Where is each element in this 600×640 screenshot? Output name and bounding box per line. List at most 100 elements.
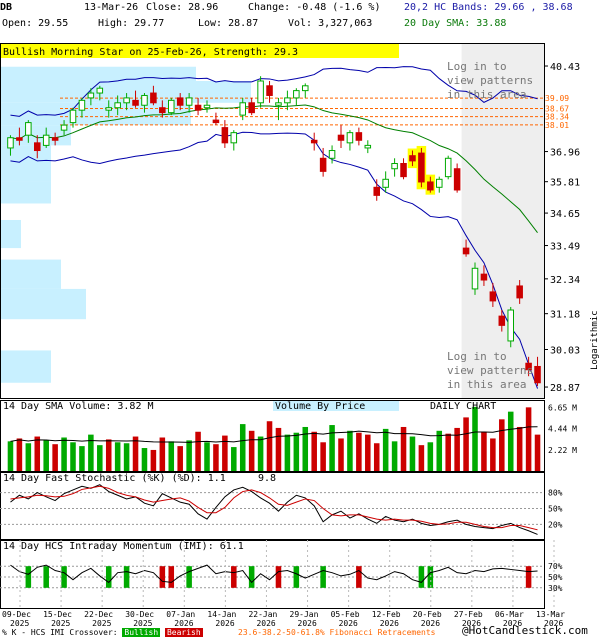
- symbol: DB: [0, 2, 13, 13]
- candle-body: [105, 107, 113, 111]
- x-tick-year: 2026: [380, 619, 399, 628]
- candle-body: [212, 119, 220, 124]
- volume-bar: [150, 449, 157, 471]
- low-value: Low: 28.87: [198, 18, 259, 29]
- imi-signal-bar: [248, 566, 255, 588]
- x-tick-year: 2025: [51, 619, 70, 628]
- volume-by-price-bar: [1, 288, 86, 320]
- candle-body: [471, 267, 479, 290]
- volume-bar: [222, 435, 228, 471]
- imi-signal-bar: [43, 566, 49, 588]
- volume-bar: [365, 434, 371, 471]
- volume-bar: [7, 441, 14, 471]
- x-tick-year: 2026: [215, 619, 234, 628]
- volume-bar: [257, 436, 264, 471]
- candle-body: [355, 132, 363, 141]
- change-value: Change: -0.48 (-1.6 %): [248, 2, 381, 13]
- candle-body: [248, 102, 255, 114]
- candle-body: [444, 157, 452, 178]
- volume-by-price-bar: [1, 219, 21, 249]
- candle-body: [176, 97, 184, 106]
- x-tick-year: 2026: [256, 619, 275, 628]
- volume-bar: [114, 442, 121, 471]
- watermark-text: view patterns: [447, 364, 533, 377]
- volume-bar: [311, 431, 317, 471]
- volume-bar: [132, 436, 139, 471]
- volume-bar: [43, 440, 49, 471]
- volume-bar: [239, 424, 246, 471]
- momentum-panel: [0, 564, 544, 589]
- volume-bar: [52, 444, 58, 471]
- x-tick-year: 2026: [462, 619, 481, 628]
- volume-bar: [105, 439, 112, 471]
- candle-body: [141, 94, 148, 106]
- candle-body: [284, 97, 291, 104]
- fib-label: 38.01: [545, 121, 569, 130]
- x-tick-date: 13-Mar: [536, 610, 565, 619]
- x-tick-year: 2025: [133, 619, 152, 628]
- stoch-tick-label: 80%: [548, 489, 563, 498]
- volume-bar: [499, 419, 505, 471]
- volume-bar: [454, 427, 460, 471]
- candle-body: [275, 102, 282, 106]
- date-axis: [19, 540, 555, 608]
- volume-by-price-bar: [1, 259, 61, 289]
- volume-bar: [302, 426, 309, 471]
- fib-label: 38.67: [545, 104, 569, 113]
- price-tick-label: 34.65: [550, 209, 580, 220]
- x-tick-date: 14-Jan: [207, 610, 236, 619]
- imi-signal-bar: [231, 566, 237, 588]
- volume-bar: [97, 445, 103, 471]
- volume-bar: [141, 448, 148, 471]
- volume-bar: [195, 431, 201, 471]
- upper-band: [10, 66, 538, 117]
- stoch-title: 14 Day Fast Stochastic (%K) (%D): 1.1: [3, 473, 226, 484]
- price-tick-label: 33.49: [550, 242, 580, 253]
- candle-body: [185, 97, 193, 106]
- candle-body: [150, 92, 157, 104]
- imi-signal-bar: [123, 566, 130, 588]
- hc-bands: 20,2 HC Bands: 29.66 , 38.68: [404, 2, 573, 13]
- panel-frame: [0, 400, 545, 472]
- volume-bar: [88, 434, 94, 471]
- volume-bar: [525, 407, 532, 471]
- close-value: Close: 28.96: [146, 2, 219, 13]
- sma-line: [10, 104, 538, 233]
- lower-band: [10, 131, 539, 389]
- imi-signal-bar: [356, 566, 362, 588]
- sma-value: 20 Day SMA: 33.88: [404, 18, 507, 29]
- volume-bar: [516, 426, 523, 471]
- candle-body: [391, 162, 398, 170]
- volume-by-price-bar: [1, 350, 51, 383]
- volume-bar: [186, 440, 192, 471]
- candle-body: [346, 132, 354, 144]
- brand-link[interactable]: @HotCandlestick.com: [462, 624, 588, 637]
- volume-tick-label: 2.22 M: [548, 446, 577, 455]
- x-tick-year: 2025: [92, 619, 111, 628]
- imi-signal-bar: [159, 566, 166, 588]
- candle-body: [194, 104, 202, 111]
- volume-bar: [284, 434, 291, 471]
- candle-body: [60, 124, 68, 131]
- volume-title: 14 Day SMA Volume: 3.82 M: [3, 401, 154, 412]
- price-tick-label: 30.03: [550, 345, 580, 356]
- candle-body: [16, 137, 23, 141]
- candle-body: [418, 152, 425, 183]
- watermark-text: in this area: [447, 88, 526, 101]
- volume-bar: [400, 426, 407, 471]
- candle-body: [33, 142, 41, 152]
- volume-bar: [168, 441, 175, 471]
- fib-legend: 23.6-38.2-50-61.8% Fibonacci Retracement…: [238, 628, 436, 637]
- x-tick-date: 30-Dec: [125, 610, 154, 619]
- pattern-banner-bg: [1, 44, 399, 58]
- axis-side-label: Logarithmic: [590, 310, 600, 370]
- pattern-banner: Bullish Morning Star on 25-Feb-26, Stren…: [3, 47, 298, 58]
- volume-bar: [418, 445, 425, 471]
- candle-body: [319, 157, 327, 172]
- volume-bar: [70, 442, 76, 471]
- imi-signal-bar: [61, 566, 67, 588]
- candle-body: [498, 315, 506, 326]
- volume-by-price-bar: [1, 66, 196, 81]
- quote-date: 13-Mar-26: [84, 2, 139, 13]
- imi-signal-bar: [186, 566, 192, 588]
